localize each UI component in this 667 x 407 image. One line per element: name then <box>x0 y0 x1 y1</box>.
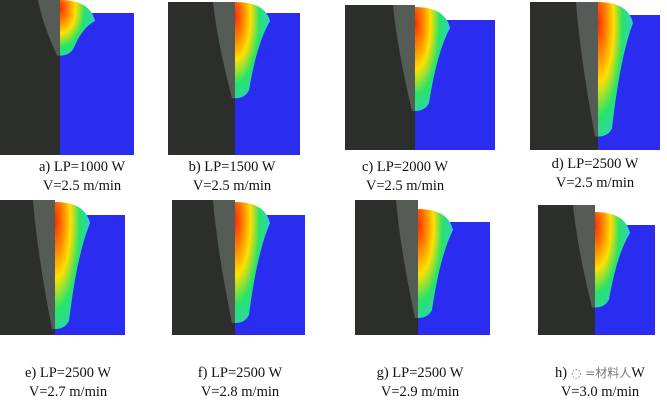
caption-f: f) LP=2500 W V=2.8 m/min <box>198 364 282 402</box>
caption-h: h) ◌ =材料人W V=3.0 m/min <box>555 364 645 402</box>
caption-power: f) LP=2500 W <box>197 365 283 381</box>
caption-speed: V=2.9 m/min <box>380 384 460 400</box>
micrograph-photo <box>530 2 598 150</box>
panel-h <box>538 205 655 335</box>
panel-a <box>0 0 134 155</box>
caption-power: b) LP=1500 W <box>188 159 276 175</box>
simulated-melt-pool <box>235 2 270 99</box>
caption-b: b) LP=1500 W V=2.5 m/min <box>189 158 276 196</box>
simulated-melt-pool <box>418 209 453 319</box>
caption-power: c) LP=2000 W <box>361 159 449 175</box>
panel-e <box>0 200 125 335</box>
watermark-logo: ◌ =材料人 <box>567 366 632 380</box>
caption-power: g) LP=2500 W <box>376 365 464 381</box>
weld-fusion-zone-photo <box>33 200 55 329</box>
caption-power: d) LP=2500 W <box>551 156 639 172</box>
caption-speed: V=2.5 m/min <box>555 175 635 191</box>
micrograph-photo <box>0 0 60 155</box>
micrograph-photo <box>355 200 418 335</box>
simulated-melt-pool <box>60 0 95 56</box>
caption-d: d) LP=2500 W V=2.5 m/min <box>552 155 639 193</box>
panel-g <box>355 200 490 335</box>
micrograph-photo <box>172 200 235 335</box>
simulated-melt-pool <box>598 2 633 137</box>
panel-d <box>530 2 660 150</box>
caption-power: e) LP=2500 W <box>24 365 112 381</box>
caption-a: a) LP=1000 W V=2.5 m/min <box>39 158 125 196</box>
simulated-melt-pool <box>595 212 630 308</box>
caption-speed: V=2.5 m/min <box>42 178 122 194</box>
simulated-melt-pool <box>235 202 270 323</box>
micrograph-photo <box>168 2 235 155</box>
weld-fusion-zone-photo <box>213 2 235 99</box>
caption-power: a) LP=1000 W <box>38 159 126 175</box>
caption-speed: V=2.5 m/min <box>365 178 445 194</box>
caption-speed: V=3.0 m/min <box>560 384 640 400</box>
simulated-melt-pool <box>55 202 90 329</box>
weld-fusion-zone-photo <box>573 205 595 308</box>
caption-power: h) ◌ =材料人W <box>555 365 645 381</box>
weld-fusion-zone-photo <box>38 0 60 56</box>
panel-b <box>168 2 300 155</box>
micrograph-photo <box>0 200 55 335</box>
weld-fusion-zone-photo <box>576 2 598 137</box>
caption-speed: V=2.5 m/min <box>192 178 272 194</box>
weld-fusion-zone-photo <box>396 200 418 319</box>
caption-c: c) LP=2000 W V=2.5 m/min <box>362 158 448 196</box>
micrograph-photo <box>345 5 415 150</box>
caption-speed: V=2.7 m/min <box>28 384 108 400</box>
caption-g: g) LP=2500 W V=2.9 m/min <box>377 364 464 402</box>
weld-fusion-zone-photo <box>213 200 235 323</box>
caption-speed: V=2.8 m/min <box>200 384 280 400</box>
panel-c <box>345 5 495 150</box>
micrograph-photo <box>538 205 595 335</box>
weld-fusion-zone-photo <box>393 5 415 111</box>
simulated-melt-pool <box>415 7 450 111</box>
caption-e: e) LP=2500 W V=2.7 m/min <box>25 364 111 402</box>
panel-f <box>172 200 305 335</box>
